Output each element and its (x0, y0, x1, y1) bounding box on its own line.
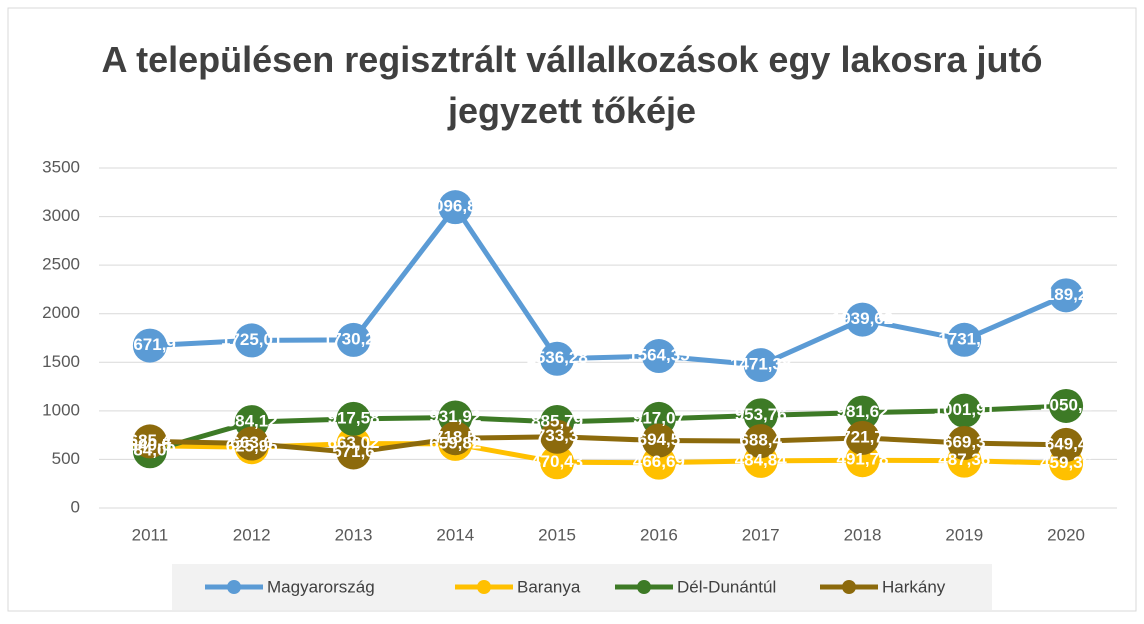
data-label: 1939,62 (832, 309, 893, 328)
data-label: 470,43 (531, 452, 583, 471)
series-line (149, 441, 1067, 466)
data-label: 721,7 (841, 427, 884, 446)
legend-label: Magyarország (267, 577, 375, 596)
data-label: 1725,01 (221, 330, 282, 349)
data-label: 1564,35 (628, 346, 689, 365)
data-label: 917,07 (633, 408, 685, 427)
data-label: 1730,28 (323, 329, 384, 348)
x-tick-label: 2012 (233, 525, 271, 544)
data-label: 1001,91 (934, 400, 995, 419)
data-label: 487,36 (938, 450, 990, 469)
data-label: 640,5 (129, 435, 172, 454)
data-label: 718,5 (434, 428, 477, 447)
marker (540, 445, 575, 480)
data-label: 981,62 (837, 402, 889, 421)
y-tick-label: 1000 (42, 400, 80, 419)
data-label: 649,4 (1045, 434, 1088, 453)
data-label: 1471,38 (730, 355, 791, 374)
marker (743, 398, 778, 433)
data-label: 584,09 (124, 441, 176, 460)
marker (641, 339, 676, 374)
y-tick-label: 2000 (42, 303, 80, 322)
marker (336, 435, 371, 470)
marker (947, 322, 982, 357)
legend-marker (842, 580, 856, 594)
x-tick-label: 2013 (335, 525, 373, 544)
data-label: 3096,81 (425, 197, 486, 216)
x-tick-label: 2011 (132, 525, 169, 544)
legend-marker (637, 580, 651, 594)
data-label: 663,02 (328, 433, 380, 452)
marker (845, 395, 880, 430)
data-label: 2189,21 (1035, 285, 1096, 304)
series-line (149, 403, 1067, 454)
data-label: 491,78 (837, 450, 889, 469)
marker (743, 348, 778, 383)
y-tick-label: 3000 (42, 206, 80, 225)
x-tick-label: 2020 (1047, 525, 1085, 544)
data-label: 625,96 (226, 437, 278, 456)
data-label: 484,84 (735, 450, 788, 469)
series-line (149, 202, 1068, 368)
y-tick-label: 0 (71, 497, 80, 516)
data-label: 1536,28 (526, 348, 587, 367)
data-label: 688,4 (739, 431, 782, 450)
legend-marker (477, 580, 491, 594)
data-label: 1731,4 (938, 329, 991, 348)
marker (234, 426, 269, 461)
marker (1049, 388, 1084, 423)
legend-label: Harkány (882, 577, 946, 596)
y-tick-label: 500 (52, 449, 80, 468)
marker (743, 424, 778, 459)
data-label: 733,3 (536, 426, 579, 445)
marker (438, 421, 473, 456)
x-tick-label: 2019 (945, 525, 983, 544)
chart-title: A településen regisztrált vállalkozások … (101, 39, 1042, 131)
x-tick-label: 2015 (538, 525, 576, 544)
legend-label: Dél-Dunántúl (677, 577, 776, 596)
marker (438, 190, 473, 225)
data-label: 459,36 (1040, 453, 1092, 472)
marker (947, 393, 982, 428)
data-label: 885,79 (531, 411, 583, 430)
marker (845, 302, 880, 337)
marker (336, 322, 371, 357)
series-line (149, 434, 1067, 455)
marker (845, 420, 880, 455)
data-label: 659,82 (429, 433, 481, 452)
x-tick-label: 2018 (844, 525, 882, 544)
x-tick-label: 2016 (640, 525, 678, 544)
data-label: 917,58 (328, 408, 380, 427)
data-label: 694,5 (638, 430, 681, 449)
data-label: 669,3 (943, 432, 986, 451)
y-tick-label: 2500 (42, 255, 80, 274)
marker (1049, 427, 1084, 462)
marker (234, 323, 269, 358)
data-label: 571,6 (332, 442, 375, 461)
marker (132, 328, 167, 363)
marker (540, 419, 575, 454)
marker (132, 424, 167, 459)
marker (336, 401, 371, 436)
marker (1049, 278, 1084, 313)
y-tick-label: 1500 (42, 352, 80, 371)
data-label: 1671,9 (124, 335, 176, 354)
marker (947, 425, 982, 460)
data-label: 884,12 (226, 412, 278, 431)
data-label: 685,4 (129, 431, 172, 450)
x-tick-label: 2014 (436, 525, 474, 544)
x-tick-label: 2017 (742, 525, 780, 544)
data-label: 466,69 (633, 452, 685, 471)
data-label: 931,92 (429, 407, 481, 426)
data-label: 1050,2 (1040, 395, 1092, 414)
data-label: 663,6 (230, 433, 273, 452)
data-label: 953,76 (735, 405, 787, 424)
chart-frame (7, 7, 1137, 612)
y-tick-label: 3500 (42, 157, 80, 176)
marker (540, 341, 575, 376)
legend-marker (227, 580, 241, 594)
marker (641, 423, 676, 458)
legend-label: Baranya (517, 577, 581, 596)
